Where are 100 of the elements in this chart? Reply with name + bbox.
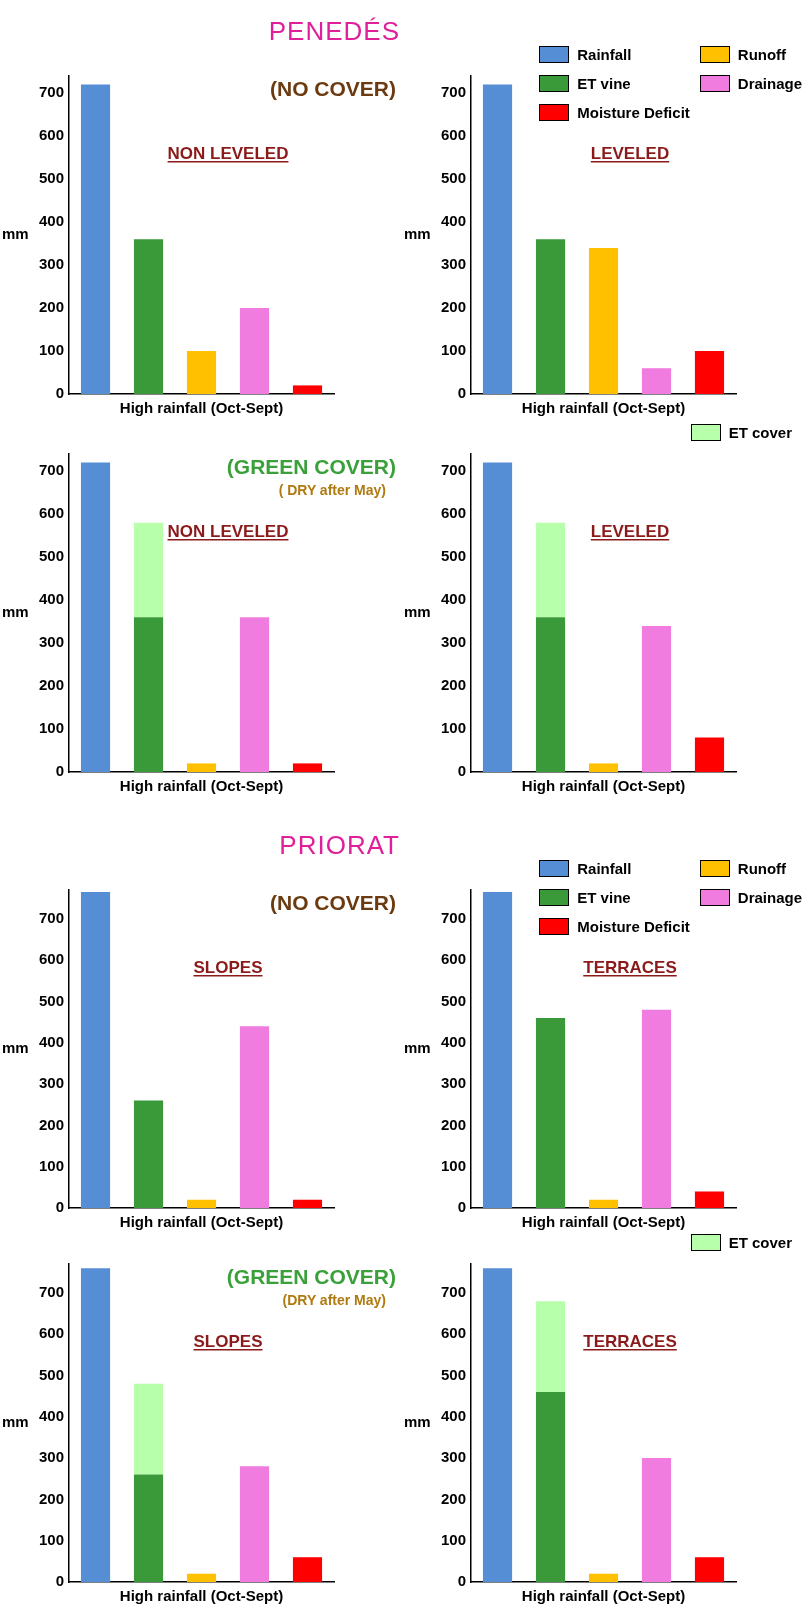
y-tick-label: 0 bbox=[457, 384, 467, 402]
y-tick-label: 200 bbox=[441, 1489, 467, 1507]
y-tick-label: 0 bbox=[457, 1198, 467, 1216]
y-tick-label: 600 bbox=[441, 1324, 467, 1342]
y-tick-label: 200 bbox=[39, 1489, 65, 1507]
legend-label: Runoff bbox=[737, 860, 787, 877]
y-tick-label: 300 bbox=[39, 633, 65, 651]
annotation: LEVELED bbox=[590, 143, 670, 163]
legend-label: ET vine bbox=[577, 889, 631, 906]
y-tick-label: 500 bbox=[39, 547, 65, 565]
y-axis-title: mm bbox=[2, 225, 29, 243]
y-tick-label: 0 bbox=[55, 1572, 65, 1590]
y-tick-label: 200 bbox=[441, 298, 467, 316]
y-tick-label: 400 bbox=[39, 590, 65, 608]
x-axis-title: High rainfall (Oct-Sept) bbox=[119, 777, 284, 795]
legend-label: Moisture Deficit bbox=[577, 104, 690, 121]
y-tick-label: 600 bbox=[441, 504, 467, 522]
y-tick-label: 100 bbox=[441, 1156, 467, 1174]
annotation: SLOPES bbox=[193, 957, 263, 977]
y-tick-label: 0 bbox=[55, 1198, 65, 1216]
y-tick-label: 300 bbox=[441, 1074, 467, 1092]
y-tick-label: 700 bbox=[441, 1283, 467, 1301]
chart-title: PENEDÉS bbox=[267, 16, 400, 47]
y-tick-label: 200 bbox=[39, 676, 65, 694]
legend-label: Rainfall bbox=[577, 46, 632, 63]
x-axis-title: High rainfall (Oct-Sept) bbox=[119, 1587, 284, 1605]
annotation: NON LEVELED bbox=[167, 521, 289, 541]
y-tick-label: 100 bbox=[39, 1530, 65, 1548]
legend-label: Drainage bbox=[737, 889, 802, 906]
y-tick-label: 700 bbox=[39, 461, 65, 479]
x-axis-title: High rainfall (Oct-Sept) bbox=[521, 1587, 686, 1605]
y-tick-label: 0 bbox=[55, 762, 65, 780]
annotation: (NO COVER) bbox=[270, 77, 396, 101]
annotation: LEVELED bbox=[590, 521, 670, 541]
annotation: (GREEN COVER) bbox=[226, 455, 396, 479]
x-axis-title: High rainfall (Oct-Sept) bbox=[119, 399, 284, 417]
y-tick-label: 100 bbox=[441, 719, 467, 737]
y-tick-label: 700 bbox=[441, 909, 467, 927]
y-axis-title: mm bbox=[404, 603, 431, 621]
annotation: (NO COVER) bbox=[270, 891, 396, 915]
annotation: ( DRY after May) bbox=[278, 481, 386, 498]
y-tick-label: 200 bbox=[39, 1115, 65, 1133]
y-tick-label: 500 bbox=[39, 991, 65, 1009]
y-tick-label: 400 bbox=[441, 590, 467, 608]
y-tick-label: 500 bbox=[39, 1365, 65, 1383]
y-axis-title: mm bbox=[2, 603, 29, 621]
x-axis-title: High rainfall (Oct-Sept) bbox=[119, 1213, 284, 1231]
y-tick-label: 400 bbox=[39, 212, 65, 230]
y-tick-label: 700 bbox=[441, 83, 467, 101]
y-tick-label: 300 bbox=[39, 255, 65, 273]
y-tick-label: 600 bbox=[39, 1324, 65, 1342]
y-tick-label: 600 bbox=[39, 950, 65, 968]
annotation: TERRACES bbox=[583, 1331, 677, 1351]
y-tick-label: 200 bbox=[441, 1115, 467, 1133]
y-tick-label: 700 bbox=[441, 461, 467, 479]
annotation: NON LEVELED bbox=[167, 143, 289, 163]
y-axis-title: mm bbox=[2, 1039, 29, 1057]
y-tick-label: 100 bbox=[39, 1156, 65, 1174]
y-tick-label: 100 bbox=[39, 719, 65, 737]
y-tick-label: 200 bbox=[39, 298, 65, 316]
y-tick-label: 100 bbox=[441, 341, 467, 359]
y-tick-label: 500 bbox=[441, 991, 467, 1009]
y-tick-label: 600 bbox=[39, 504, 65, 522]
y-tick-label: 0 bbox=[457, 1572, 467, 1590]
y-tick-label: 300 bbox=[39, 1074, 65, 1092]
y-tick-label: 700 bbox=[39, 1283, 65, 1301]
legend-label: Rainfall bbox=[577, 860, 632, 877]
y-tick-label: 300 bbox=[441, 633, 467, 651]
x-axis-title: High rainfall (Oct-Sept) bbox=[521, 777, 686, 795]
x-axis-title: High rainfall (Oct-Sept) bbox=[521, 1213, 686, 1231]
legend-label: ET cover bbox=[728, 424, 792, 441]
legend-label: Drainage bbox=[737, 75, 802, 92]
y-tick-label: 300 bbox=[39, 1448, 65, 1466]
y-tick-label: 600 bbox=[441, 950, 467, 968]
y-tick-label: 700 bbox=[39, 909, 65, 927]
y-tick-label: 500 bbox=[441, 1365, 467, 1383]
y-tick-label: 400 bbox=[441, 1406, 467, 1424]
y-tick-label: 400 bbox=[441, 212, 467, 230]
y-axis-title: mm bbox=[404, 225, 431, 243]
y-tick-label: 100 bbox=[441, 1530, 467, 1548]
y-tick-label: 100 bbox=[39, 341, 65, 359]
y-tick-label: 500 bbox=[441, 169, 467, 187]
y-tick-label: 0 bbox=[457, 762, 467, 780]
y-tick-label: 700 bbox=[39, 83, 65, 101]
annotation: TERRACES bbox=[583, 957, 677, 977]
y-tick-label: 500 bbox=[39, 169, 65, 187]
y-axis-title: mm bbox=[404, 1039, 431, 1057]
y-axis-title: mm bbox=[404, 1413, 431, 1431]
y-tick-label: 0 bbox=[55, 384, 65, 402]
annotation: (DRY after May) bbox=[282, 1291, 386, 1308]
legend-label: ET cover bbox=[728, 1234, 792, 1251]
legend-label: ET vine bbox=[577, 75, 631, 92]
y-tick-label: 400 bbox=[39, 1406, 65, 1424]
legend-label: Moisture Deficit bbox=[577, 918, 690, 935]
y-tick-label: 200 bbox=[441, 676, 467, 694]
y-tick-label: 600 bbox=[441, 126, 467, 144]
y-axis-title: mm bbox=[2, 1413, 29, 1431]
legend-label: Runoff bbox=[737, 46, 787, 63]
y-tick-label: 600 bbox=[39, 126, 65, 144]
annotation: SLOPES bbox=[193, 1331, 263, 1351]
